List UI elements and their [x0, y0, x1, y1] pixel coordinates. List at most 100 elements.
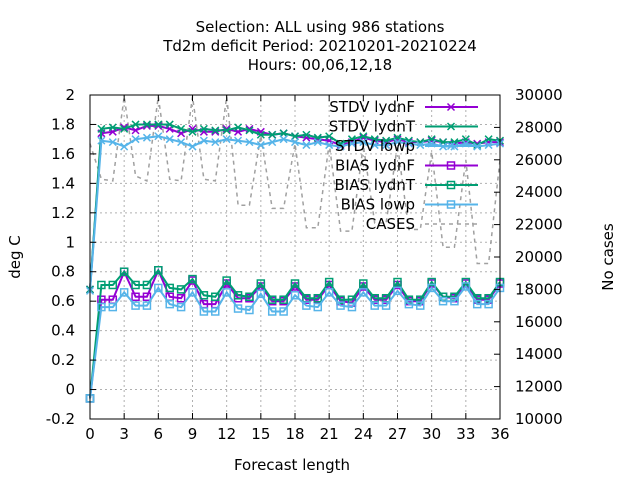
- marker-stroke: [211, 138, 220, 147]
- series-line: [89, 268, 501, 399]
- marker-stroke: [268, 130, 277, 139]
- y2-tick-label: 28000: [515, 118, 563, 136]
- y-tick-label: 1.6: [51, 145, 75, 163]
- data-point: [393, 138, 402, 147]
- marker-stroke: [302, 141, 311, 150]
- data-point: [245, 292, 254, 302]
- data-point: [347, 139, 356, 148]
- data-point: [176, 302, 186, 312]
- marker-stroke: [245, 124, 254, 133]
- series-layer: [85, 96, 505, 403]
- data-point: [233, 291, 243, 300]
- legend-marker: [446, 200, 456, 209]
- data-point: [279, 135, 288, 144]
- legend-label: STDV lydnT: [329, 118, 416, 136]
- y-tick-label: 1.4: [51, 174, 75, 192]
- marker-stroke: [404, 138, 413, 147]
- x-axis-label: Forecast length: [234, 456, 350, 474]
- data-point: [256, 289, 266, 299]
- data-point: [142, 133, 151, 142]
- data-point: [382, 141, 391, 150]
- data-point: [268, 130, 277, 139]
- data-point: [222, 126, 231, 135]
- data-point: [404, 299, 414, 309]
- data-point: [97, 302, 106, 312]
- legend-label: STDV lowp: [335, 137, 415, 155]
- data-point: [119, 288, 129, 297]
- data-point: [142, 120, 151, 129]
- data-point: [222, 276, 231, 285]
- data-point: [188, 274, 197, 284]
- data-point: [176, 293, 186, 303]
- data-point: [176, 285, 186, 294]
- marker-stroke: [484, 135, 493, 144]
- x-tick-label: 18: [285, 425, 304, 443]
- data-point: [165, 299, 174, 309]
- marker-stroke: [484, 141, 493, 150]
- legend-marker: [446, 180, 456, 190]
- data-point: [119, 267, 129, 276]
- data-point: [438, 296, 448, 306]
- data-point: [393, 286, 402, 296]
- data-point: [336, 142, 345, 151]
- marker-stroke: [446, 122, 456, 131]
- marker-stroke: [382, 141, 391, 150]
- series-line: [89, 284, 501, 399]
- marker-stroke: [325, 132, 334, 141]
- y-tick-label: 0.4: [51, 322, 75, 340]
- y-tick-label: 0: [65, 381, 75, 399]
- marker-stroke: [245, 126, 254, 135]
- x-tick-label: 3: [119, 425, 129, 443]
- data-point: [461, 282, 471, 291]
- data-point: [233, 304, 243, 313]
- marker-stroke: [131, 126, 140, 135]
- y-axis-label: deg C: [6, 235, 24, 279]
- data-point: [313, 293, 323, 303]
- marker-stroke: [120, 123, 129, 132]
- marker-stroke: [446, 141, 456, 151]
- y2-tick-label: 24000: [515, 183, 563, 201]
- x-tick-label: 6: [154, 425, 164, 443]
- marker-stroke: [188, 127, 197, 136]
- marker-stroke: [108, 138, 117, 147]
- x-tick-label: 15: [251, 425, 270, 443]
- data-point: [188, 127, 197, 136]
- data-point: [245, 126, 254, 135]
- data-point: [177, 124, 186, 133]
- data-point: [370, 301, 379, 310]
- data-point: [256, 130, 265, 139]
- data-point: [290, 138, 300, 147]
- series-stdv-lydnt: [85, 120, 505, 294]
- legend-marker: [446, 122, 456, 131]
- x-tick-label: 36: [490, 425, 509, 443]
- data-point: [177, 138, 186, 147]
- marker-stroke: [177, 124, 186, 133]
- data-point: [416, 301, 425, 310]
- marker-stroke: [347, 139, 356, 148]
- data-point: [359, 132, 368, 141]
- marker-stroke: [97, 136, 106, 145]
- y-tick-label: 1.8: [51, 115, 75, 133]
- marker-stroke: [279, 135, 288, 144]
- y2-tick-label: 18000: [515, 280, 563, 298]
- marker-stroke: [222, 135, 231, 144]
- marker-stroke: [142, 120, 151, 129]
- data-point: [268, 138, 277, 147]
- data-point: [211, 307, 220, 316]
- x-tick-label: 0: [85, 425, 95, 443]
- data-point: [347, 302, 357, 312]
- data-point: [222, 135, 231, 144]
- x-tick-label: 33: [456, 425, 475, 443]
- data-point: [359, 288, 368, 297]
- marker-stroke: [256, 130, 265, 139]
- data-point: [131, 135, 140, 144]
- data-point: [222, 288, 231, 297]
- data-point: [131, 126, 140, 135]
- data-point: [404, 139, 413, 148]
- data-point: [211, 292, 220, 302]
- data-point: [245, 305, 254, 315]
- data-point: [108, 123, 117, 132]
- data-point: [142, 301, 152, 310]
- axis-ticks: 0 3 6 9 12 15 18 21 24 27 30 33 36-0.200.20.40.60.81…: [46, 86, 563, 443]
